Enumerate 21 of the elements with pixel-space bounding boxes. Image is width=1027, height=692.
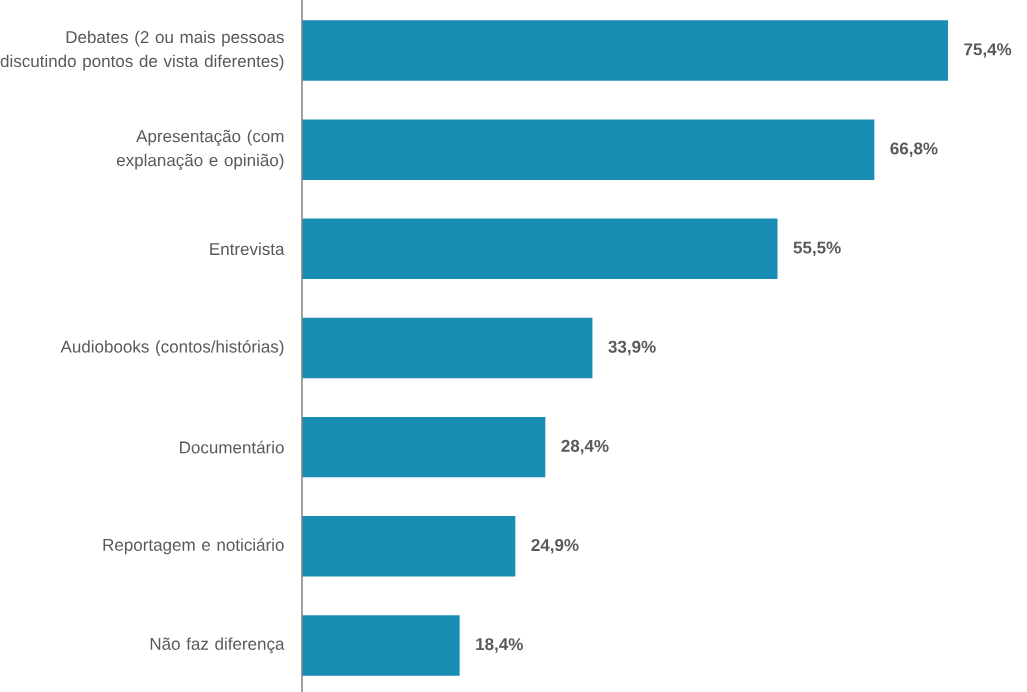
bar bbox=[302, 20, 948, 81]
y-tick-label: Não faz diferença bbox=[150, 637, 285, 654]
y-tick-label: Documentário bbox=[180, 440, 284, 454]
bar bbox=[302, 615, 460, 676]
y-tick-label: Reportagem e noticiário bbox=[103, 538, 284, 555]
data-label: 28,4% bbox=[561, 439, 609, 455]
bar bbox=[302, 516, 516, 577]
data-label: 18,4% bbox=[476, 638, 523, 653]
data-label: 66,8% bbox=[890, 142, 938, 157]
bar bbox=[302, 317, 593, 379]
data-label: 33,9% bbox=[608, 340, 656, 356]
data-label: 55,5% bbox=[793, 241, 841, 257]
bar bbox=[302, 218, 778, 280]
y-tick-label: Audiobooks (contos/histórias) bbox=[60, 339, 284, 356]
bar bbox=[302, 416, 546, 478]
data-label: 75,4% bbox=[964, 43, 1012, 58]
y-tick-label: Entrevista bbox=[210, 242, 285, 256]
y-tick-label: Apresentação (com explanação e opinião) bbox=[116, 129, 284, 170]
bar bbox=[302, 119, 875, 180]
data-label: 24,9% bbox=[531, 539, 579, 554]
y-tick-label: Debates (2 ou mais pessoas discutindo pontos de vista diferentes) bbox=[0, 30, 284, 71]
